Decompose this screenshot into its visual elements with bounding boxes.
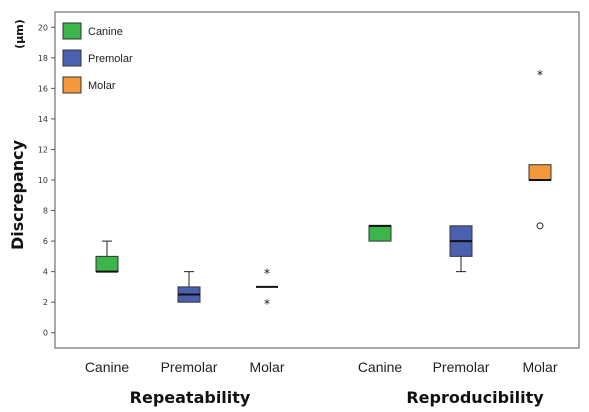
y-tick-label: 14 xyxy=(38,115,48,124)
y-axis-unit: (μm) xyxy=(13,19,26,49)
box-molar-repeatability: ** xyxy=(256,267,278,311)
box-iqr xyxy=(368,225,392,242)
y-tick-label: 20 xyxy=(38,23,48,32)
box-series: *** xyxy=(95,68,552,311)
y-tick-label: 12 xyxy=(38,145,48,154)
legend: Canine Premolar Molar xyxy=(62,22,133,94)
group-label-repeatability: Repeatability xyxy=(130,388,251,407)
y-axis-label: Discrepancy xyxy=(8,139,27,250)
y-axis-ticks: 0 2 4 6 8 10 12 14 16 18 20 xyxy=(38,23,55,338)
group-label-reproducibility: Reproducibility xyxy=(406,388,544,407)
category-label: Molar xyxy=(522,359,557,375)
box-premolar-repeatability xyxy=(177,271,201,303)
box-molar-reproducibility: * xyxy=(528,68,552,230)
y-tick-label: 0 xyxy=(43,329,48,338)
y-tick-label: 10 xyxy=(38,176,48,185)
legend-swatch-premolar xyxy=(62,49,82,67)
group-labels: Repeatability Reproducibility xyxy=(130,388,545,407)
outlier-star: * xyxy=(264,297,270,311)
category-label: Premolar xyxy=(433,359,490,375)
plot-area xyxy=(54,11,580,349)
y-tick-label: 2 xyxy=(43,298,48,307)
box-canine-reproducibility xyxy=(368,224,392,242)
outlier-star: * xyxy=(537,68,543,82)
y-tick-label: 8 xyxy=(43,207,48,216)
category-label: Premolar xyxy=(161,359,218,375)
category-labels: Canine Premolar Molar Canine Premolar Molar xyxy=(85,359,558,375)
y-tick-label: 16 xyxy=(38,84,48,93)
box-iqr xyxy=(528,164,552,181)
box-premolar-reproducibility xyxy=(449,225,473,273)
category-label: Molar xyxy=(249,359,284,375)
y-tick-label: 4 xyxy=(43,268,48,277)
legend-swatch-molar xyxy=(62,76,82,94)
y-tick-label: 18 xyxy=(38,54,48,63)
box-iqr xyxy=(95,255,119,273)
legend-label-canine: Canine xyxy=(88,26,123,38)
legend-label-molar: Molar xyxy=(88,80,116,92)
legend-swatch-canine xyxy=(62,22,82,40)
category-label: Canine xyxy=(358,359,403,375)
legend-label-premolar: Premolar xyxy=(88,53,133,65)
category-label: Canine xyxy=(85,359,130,375)
outlier-circle xyxy=(536,222,544,230)
outlier-star: * xyxy=(264,267,270,281)
y-tick-label: 6 xyxy=(43,237,48,246)
box-canine-repeatability xyxy=(95,240,119,273)
